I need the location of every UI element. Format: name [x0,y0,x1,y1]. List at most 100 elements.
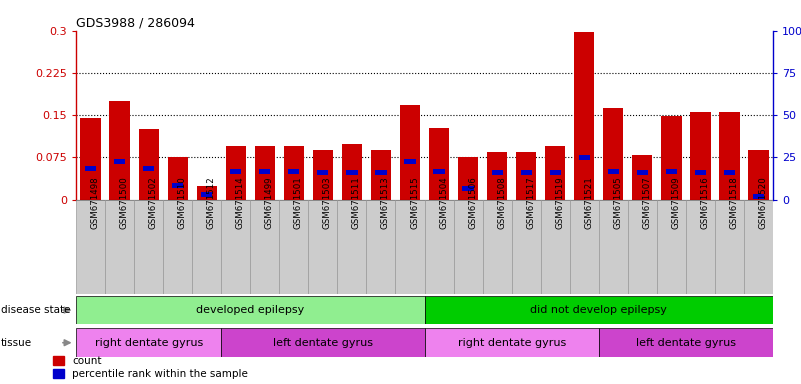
Bar [425,200,453,294]
Text: left dentate gyrus: left dentate gyrus [273,338,373,348]
Text: GSM671519: GSM671519 [555,176,564,229]
Bar [196,185,217,200]
Bar [250,200,280,294]
Bar [284,146,304,200]
Text: GSM671498: GSM671498 [91,176,99,229]
Bar [549,170,561,175]
Text: GSM671513: GSM671513 [381,176,390,229]
Bar [598,328,773,357]
Bar [637,170,648,175]
Bar [255,146,275,200]
Bar [288,169,300,174]
Bar [425,328,598,357]
Text: GSM671509: GSM671509 [671,176,680,229]
Bar [396,200,425,294]
Text: GSM671516: GSM671516 [700,176,710,229]
Text: GSM671511: GSM671511 [352,176,361,229]
Bar [139,129,159,200]
Bar [753,194,764,199]
Text: did not develop epilepsy: did not develop epilepsy [530,305,667,315]
Text: GDS3988 / 286094: GDS3988 / 286094 [76,17,195,30]
Text: GSM671520: GSM671520 [759,176,767,229]
Text: GSM671521: GSM671521 [584,176,594,229]
Bar [192,200,221,294]
Bar [661,116,682,200]
Bar [429,127,449,200]
Bar [260,169,271,174]
Bar [167,157,188,200]
Bar [598,200,628,294]
Bar [714,200,744,294]
Text: developed epilepsy: developed epilepsy [196,305,304,315]
Text: GSM671515: GSM671515 [410,176,419,229]
Bar [724,170,735,175]
Text: GSM671504: GSM671504 [439,176,448,229]
Bar [371,150,391,200]
Bar [134,200,163,294]
Text: GSM671501: GSM671501 [294,176,303,229]
Bar [105,200,134,294]
Bar [694,170,706,175]
Bar [346,170,357,175]
Bar [312,150,333,200]
Bar [744,200,773,294]
Text: tissue: tissue [1,338,32,348]
Bar [570,200,598,294]
Bar [487,152,507,200]
Bar [748,150,769,200]
Bar [280,200,308,294]
Text: GSM671514: GSM671514 [235,176,245,229]
Bar [458,157,478,200]
Bar [545,146,566,200]
Bar [578,155,590,160]
Text: GSM671508: GSM671508 [497,176,506,229]
Legend: count, percentile rank within the sample: count, percentile rank within the sample [54,356,248,379]
Text: right dentate gyrus: right dentate gyrus [95,338,203,348]
Bar [541,200,570,294]
Bar [686,200,714,294]
Bar [376,170,387,175]
Bar [337,200,366,294]
Bar [76,328,221,357]
Bar [230,169,241,174]
Bar [76,200,105,294]
Bar [608,169,619,174]
Bar [482,200,512,294]
Bar [433,169,445,174]
Bar [221,328,425,357]
Bar [632,155,653,200]
Bar [453,200,482,294]
Bar [719,113,739,200]
Bar [462,186,473,191]
Text: GSM671507: GSM671507 [642,176,651,229]
Text: GSM671500: GSM671500 [119,176,129,229]
Bar [603,108,623,200]
Text: GSM671517: GSM671517 [526,176,535,229]
Text: GSM671518: GSM671518 [730,176,739,229]
Bar [85,166,96,171]
Bar [657,200,686,294]
Bar [80,118,101,200]
Text: right dentate gyrus: right dentate gyrus [457,338,566,348]
Text: GSM671506: GSM671506 [468,176,477,229]
Bar [114,159,125,164]
Bar [201,192,212,197]
Bar [405,159,416,164]
Text: disease state: disease state [1,305,70,315]
Bar [400,105,421,200]
Text: GSM671510: GSM671510 [178,176,187,229]
Text: GSM671512: GSM671512 [207,176,215,229]
Bar [317,170,328,175]
Bar [666,169,677,174]
Text: GSM671503: GSM671503 [323,176,332,229]
Bar [143,166,155,171]
Bar [221,200,250,294]
Text: GSM671505: GSM671505 [614,176,622,229]
Text: GSM671499: GSM671499 [265,176,274,229]
Bar [425,296,773,324]
Bar [492,170,503,175]
Bar [574,32,594,200]
Bar [628,200,657,294]
Bar [226,146,246,200]
Bar [512,200,541,294]
